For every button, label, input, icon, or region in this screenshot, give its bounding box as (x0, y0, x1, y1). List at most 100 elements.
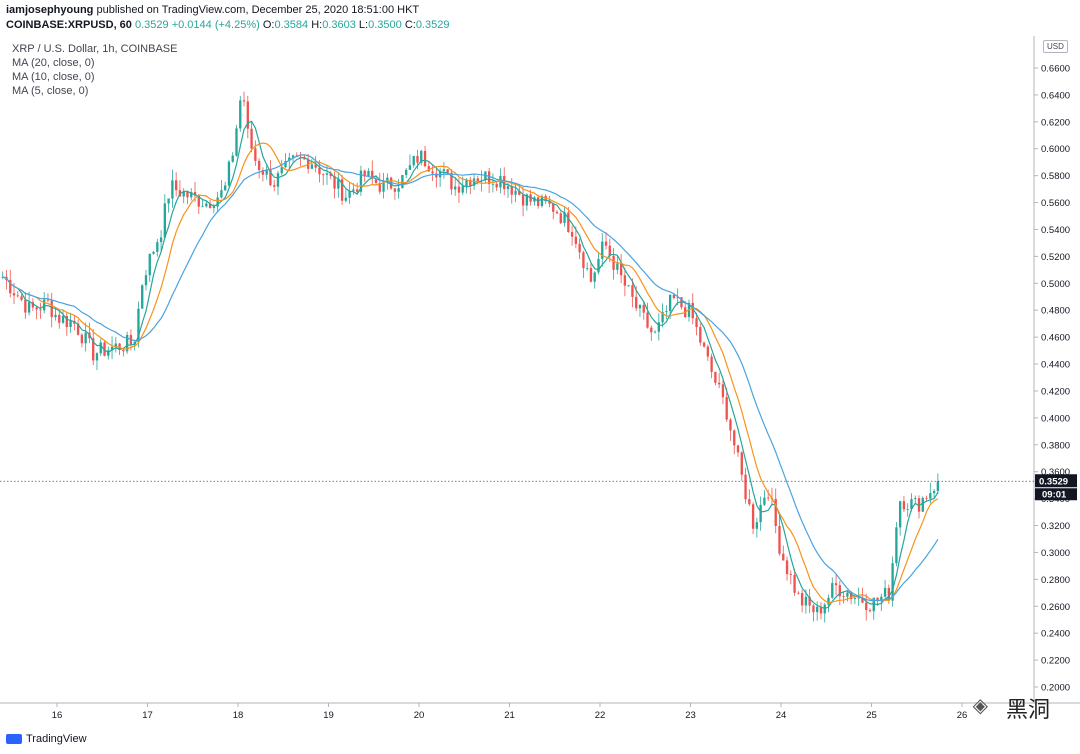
candle-body (699, 327, 702, 343)
price-tick-label: 0.4400 (1041, 360, 1070, 371)
countdown-label: 09:01 (1042, 490, 1067, 501)
candle-body (224, 185, 227, 191)
candle-body (80, 334, 84, 344)
candle-body (668, 294, 672, 312)
legend-ma5[interactable]: MA (5, close, 0) (12, 85, 89, 97)
candle-body (288, 157, 291, 161)
candle-body (721, 384, 725, 398)
candle-body (284, 160, 287, 168)
tradingview-logo-icon (6, 734, 22, 744)
candle-body (442, 169, 446, 172)
candle-body (167, 198, 170, 204)
candle-body (54, 314, 57, 318)
candle-body (898, 501, 902, 528)
candle-body (650, 327, 653, 333)
candle-body (212, 206, 216, 209)
price-tick-label: 0.5600 (1041, 198, 1070, 209)
candle-body (861, 597, 864, 603)
candle-body (552, 203, 555, 212)
candle-body (65, 315, 68, 328)
candle-body (137, 308, 140, 343)
candle-body (340, 179, 344, 201)
candle-body (533, 197, 536, 202)
candle-body (665, 311, 668, 313)
candle-body (495, 183, 498, 188)
candle-body (767, 497, 770, 499)
candle-body (472, 178, 476, 186)
candle-body (208, 203, 212, 209)
author-name[interactable]: iamjosephyoung (6, 4, 94, 16)
candle-body (921, 497, 924, 512)
candle-body (412, 155, 415, 166)
price-chart[interactable]: 0.6600 0.6400 0.6200 0.6000 0.5800 0.5600 0.54… (0, 36, 1080, 730)
price-tick-label: 0.3200 (1041, 521, 1070, 532)
candle-body (427, 166, 430, 172)
candle-body (702, 342, 706, 347)
candle-body (521, 194, 525, 206)
candle-body (190, 192, 193, 198)
candle-body (337, 179, 340, 189)
candle-body (374, 178, 378, 183)
candle-body (420, 150, 423, 163)
price-tick-label: 0.2400 (1041, 629, 1070, 640)
time-tick-label: 23 (685, 710, 696, 721)
candle-body (499, 176, 502, 188)
candle-body (638, 304, 642, 309)
price-tick-label: 0.4000 (1041, 413, 1070, 424)
currency-toggle[interactable]: USD (1043, 40, 1068, 53)
candle-body (423, 150, 427, 167)
publish-info: iamjosephyoung published on TradingView.… (6, 4, 419, 16)
price-tick-label: 0.2600 (1041, 602, 1070, 613)
candle-body (657, 322, 660, 332)
price-tick-label: 0.6400 (1041, 90, 1070, 101)
candle-body (536, 197, 540, 207)
candle-body (35, 307, 38, 310)
candle-body (182, 191, 185, 197)
candle-body (865, 602, 868, 611)
candle-body (642, 304, 645, 313)
candle-body (20, 296, 23, 300)
candle-body (325, 173, 329, 175)
candle-body (371, 170, 374, 179)
candle-body (751, 504, 755, 529)
candle-body (484, 171, 487, 181)
candle-body (61, 315, 65, 323)
footer-brand[interactable]: TradingView (26, 733, 87, 745)
legend-ma20[interactable]: MA (20, close, 0) (12, 57, 95, 69)
candle-body (250, 128, 253, 149)
legend-ma10[interactable]: MA (10, close, 0) (12, 71, 95, 83)
candle-body (156, 242, 159, 252)
ohlc-bar: COINBASE:XRPUSD, 60 0.3529 +0.0144 (+4.2… (6, 19, 449, 31)
candle-body (246, 101, 249, 129)
candle-body (359, 170, 363, 192)
candle-body (846, 592, 849, 597)
high-label: H: (311, 19, 323, 31)
candle-body (92, 338, 95, 361)
candle-body (378, 182, 381, 192)
wechat-icon: ◈ (972, 693, 988, 717)
candle-body (800, 593, 804, 606)
candle-body (76, 323, 80, 335)
candle-body (763, 497, 766, 505)
candle-body (174, 180, 178, 191)
candle-body (171, 180, 174, 199)
candle-body (616, 263, 619, 270)
candle-body (793, 574, 796, 593)
candle-body (476, 178, 479, 182)
candle-body (932, 491, 936, 494)
candle-body (144, 275, 148, 286)
candle-body (883, 587, 887, 597)
time-tick-label: 22 (595, 710, 606, 721)
candle-body (235, 128, 238, 156)
candle-body (895, 527, 898, 564)
time-tick-label: 18 (233, 710, 244, 721)
candle-body (570, 231, 574, 237)
candle-body (348, 190, 351, 198)
candle-body (653, 331, 657, 333)
candle-body (141, 285, 144, 309)
candle-body (273, 185, 276, 187)
candle-body (608, 245, 611, 256)
candle-body (778, 525, 781, 554)
candle-body (582, 252, 585, 269)
candle-body (672, 294, 676, 299)
